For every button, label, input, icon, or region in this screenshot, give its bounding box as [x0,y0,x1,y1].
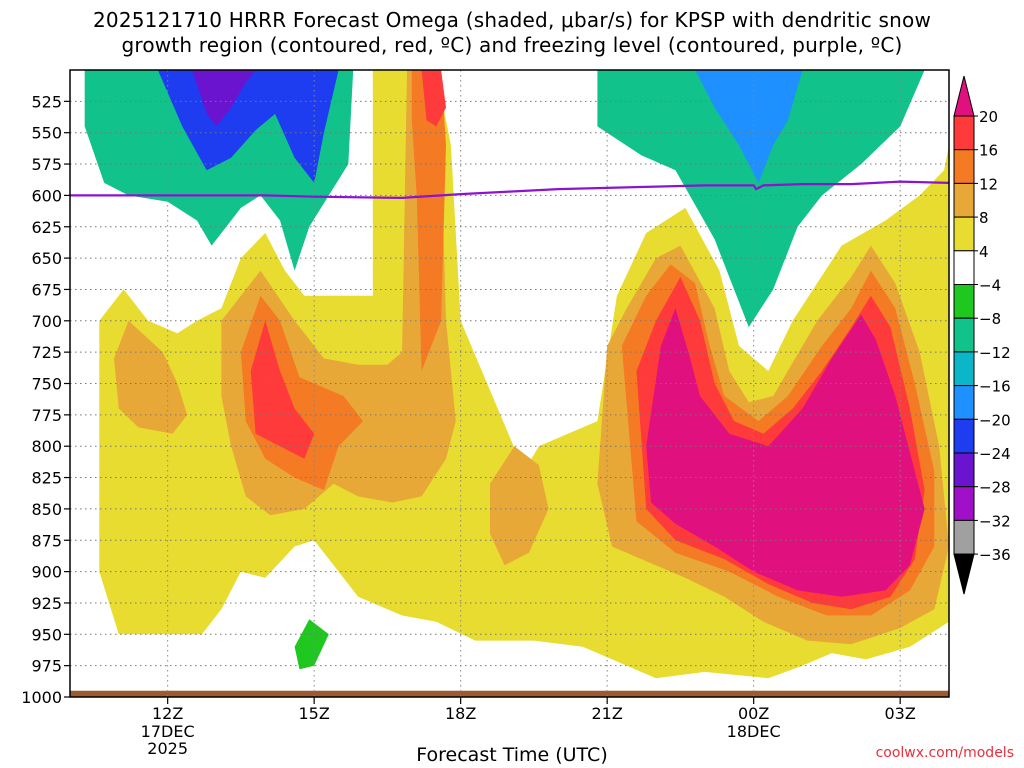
x-axis-title: Forecast Time (UTC) [416,744,608,766]
x-tick-label-00Z: 00Z [738,704,769,723]
x-year-label-12Z: 2025 [147,739,188,758]
colorbar-swatch-7 [953,317,975,353]
y-axis: 525 550 575 600 625 650 675 700 725 750 775 800 825 8… [21,92,70,707]
colorbar-label-1: 16 [979,142,998,160]
omega-region-upward-motion-left-max [192,70,256,127]
colorbar-swatch-13 [953,519,975,555]
omega-region-sinking-right-max [646,308,925,597]
y-tick-label-950: 950 [31,625,62,644]
colorbar-label-9: −20 [979,411,1011,429]
y-tick-label-550: 550 [31,124,62,143]
colorbar-swatch-9 [953,385,975,420]
colorbar-label-3: 8 [979,209,989,227]
colorbar-swatch-8 [953,351,975,387]
colorbar-top-arrow [953,75,975,117]
colorbar-label-5: −4 [979,277,1001,295]
colorbar-swatch-12 [953,486,975,521]
y-tick-label-750: 750 [31,375,62,394]
y-tick-label-900: 900 [31,563,62,582]
y-tick-label-800: 800 [31,437,62,456]
y-tick-label-525: 525 [31,92,62,111]
freezing-level-line [70,180,949,200]
y-tick-label-725: 725 [31,343,62,362]
y-tick-label-625: 625 [31,218,62,237]
contour-layer [70,180,949,200]
x-date-label-00Z: 18DEC [727,722,781,741]
y-tick-label-850: 850 [31,500,62,519]
colorbar-label-8: −16 [979,378,1011,396]
y-tick-label-600: 600 [31,186,62,205]
colorbar-swatch-2 [953,149,975,184]
x-tick-label-15Z: 15Z [299,704,330,723]
omega-region-sinking-center-12 [411,70,446,371]
terrain-band [70,690,949,697]
y-tick-label-875: 875 [31,531,62,550]
colorbar-bottom-arrow [953,553,975,595]
y-tick-label-775: 775 [31,406,62,425]
omega-region-upward-motion-right [597,70,925,328]
colorbar: 20 16 12 8 4 −4 −8 −12 −16 −20 −24 −28 −32 −36 [953,75,1011,595]
credit-link[interactable]: coolwx.com/models [875,745,1014,761]
colorbar-label-0: 20 [979,108,998,126]
colorbar-swatch-6 [953,284,975,319]
y-tick-label-650: 650 [31,249,62,268]
omega-region-small-green-patch [294,619,329,670]
colorbar-swatch-5 [953,250,975,286]
colorbar-label-10: −24 [979,445,1011,463]
colorbar-label-6: −8 [979,310,1001,328]
y-tick-label-700: 700 [31,312,62,331]
y-tick-label-925: 925 [31,594,62,613]
omega-region-sinking-mid-8 [490,446,549,566]
x-tick-label-03Z: 03Z [885,704,916,723]
y-tick-label-825: 825 [31,469,62,488]
colorbar-swatch-3 [953,182,975,218]
x-date-label-12Z: 17DEC [141,722,195,741]
colorbar-label-11: −28 [979,479,1011,497]
colorbar-label-13: −36 [979,546,1011,564]
colorbar-swatch-1 [953,115,975,151]
colorbar-label-2: 12 [979,175,998,193]
colorbar-label-12: −32 [979,512,1011,530]
omega-region-upward-motion-right-core [695,70,803,183]
omega-region-sinking-left-8a [114,320,188,434]
y-tick-label-575: 575 [31,155,62,174]
omega-fill-layer [70,70,949,697]
y-tick-label-975: 975 [31,657,62,676]
colorbar-label-4: 4 [979,243,989,261]
x-tick-label-21Z: 21Z [592,704,623,723]
colorbar-label-7: −12 [979,344,1011,362]
colorbar-swatch-4 [953,216,975,252]
omega-region-sinking-center-16 [421,70,446,127]
y-tick-label-1000: 1000 [21,688,62,707]
x-tick-label-18Z: 18Z [445,704,476,723]
chart-title-line1: 2025121710 HRRR Forecast Omega (shaded, … [92,8,932,32]
y-tick-label-675: 675 [31,280,62,299]
omega-region-sinking-left-16 [250,320,315,459]
colorbar-swatch-11 [953,452,975,488]
colorbar-swatch-10 [953,418,975,454]
x-tick-label-12Z: 12Z [152,704,183,723]
chart-title-line2: growth region (contoured, red, ºC) and f… [121,33,903,57]
